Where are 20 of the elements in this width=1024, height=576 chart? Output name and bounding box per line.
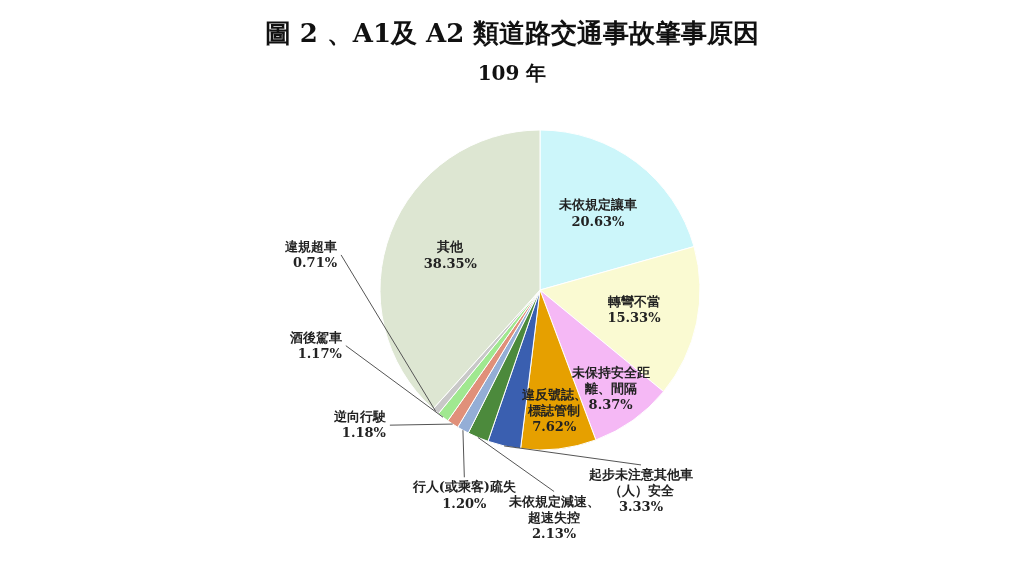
data-label: 2.13% [532,525,577,541]
data-label: 20.63% [571,213,626,229]
slice-label: 酒後駕車 [288,329,342,345]
slice-label: 未依規定讓車 [557,196,637,212]
chart-subtitle: 109 年 [477,61,547,85]
data-label: 15.33% [607,309,662,325]
slice-label: 逆向行駛 [332,408,386,424]
data-label: 38.35% [423,255,478,271]
slice-label: 違規超車 [284,238,338,254]
data-label: 1.17% [297,345,343,361]
slice-label: 轉彎不當 [606,293,660,309]
chart-title: 圖 2 、A1及 A2 類道路交通事故肇事原因 [264,18,760,48]
data-label: 8.37% [588,396,634,412]
data-label: 7.62% [532,418,577,434]
data-label: 1.18% [341,424,387,440]
slice-label: 其他 [436,239,465,254]
data-label: 0.71% [293,254,338,270]
slice-label: 行人(或乘客)疏失 [411,478,517,494]
data-label: 1.20% [442,495,487,511]
data-label: 3.33% [618,498,664,514]
